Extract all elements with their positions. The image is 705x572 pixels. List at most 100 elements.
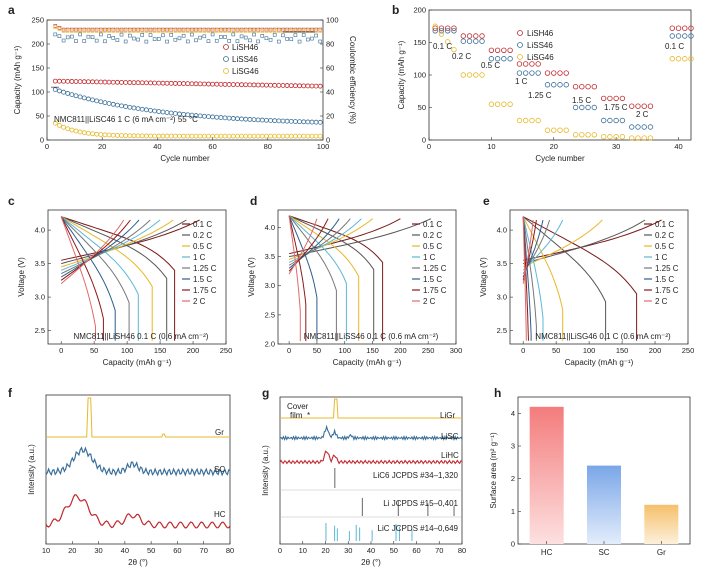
a-LiSG46-point xyxy=(284,133,290,139)
a-LiSH46-ce-point xyxy=(310,27,314,32)
a-LiSH46-point xyxy=(201,81,207,87)
c-discharge-curve xyxy=(60,216,116,341)
a-LiSS46-ce-point xyxy=(206,39,211,43)
panel-h: h 0 1 2 3 4 Surface area (m² g⁻¹) HC SC Gr xyxy=(489,386,691,557)
a-LiSH46-ce-point xyxy=(194,27,198,32)
a-LiSS46-ce-point xyxy=(181,33,186,38)
a-LiSG46-ce-point xyxy=(264,28,269,33)
a-LiSG46-point xyxy=(177,133,182,139)
e-legend-label: 0.1 C xyxy=(655,220,674,229)
g-series-label: LiSC xyxy=(441,432,459,441)
a-LiSG46-point xyxy=(239,133,244,139)
b-LiSG46-point xyxy=(551,127,557,133)
b-xtick-label: 30 xyxy=(612,142,620,151)
a-LiSG46-point xyxy=(264,133,269,139)
a-LiSH46-ce-point xyxy=(260,27,265,32)
a-LiSH46-point xyxy=(177,81,182,86)
d-legend-label: 2 C xyxy=(423,297,436,306)
b-LiSH46-point xyxy=(641,103,647,109)
b-LiSG46-point xyxy=(641,135,647,141)
b-LiSG46-point xyxy=(473,72,479,78)
a-LiSS46-ce-point xyxy=(70,34,74,39)
a-LiSS46-ce-point xyxy=(260,34,265,38)
a-LiSG46-ce-point xyxy=(86,28,91,33)
d-legend-label: 1 C xyxy=(423,253,436,262)
a-LiSS46-ce-point xyxy=(156,37,161,41)
g-xtick-label: 80 xyxy=(458,546,466,555)
c-xlabel: Capacity (mAh g⁻¹) xyxy=(103,358,172,367)
a-LiSG46-ce-point xyxy=(210,28,215,33)
a-LiSS46-ce-point xyxy=(235,39,240,43)
a-LiSG46-ce-point xyxy=(252,28,256,33)
a-LiSS46-ce-point xyxy=(119,32,124,37)
a-LiSS46-point xyxy=(135,106,141,111)
a-LiSG46-point xyxy=(77,129,83,135)
plot-frame xyxy=(47,209,227,345)
a-LiSS46-point xyxy=(152,108,158,114)
a-legend-label: LiSS46 xyxy=(232,55,258,64)
a-LiSH46-point xyxy=(218,81,224,87)
f-ylabel: Intensity (a.u.) xyxy=(27,444,36,495)
b-LiSH46-point xyxy=(688,25,694,31)
a-LiSS46-point xyxy=(243,116,249,122)
a-LiSS46-ce-point xyxy=(231,32,236,37)
b-LiSS46-point xyxy=(613,117,619,124)
c-charge-curve xyxy=(60,219,151,275)
b-LiSH46-point xyxy=(629,103,635,109)
a-LiSH46-point xyxy=(73,79,79,84)
a-LiSS46-ce-point xyxy=(103,39,107,44)
b-LiSG46-point xyxy=(629,135,635,141)
a-LiSH46-ce-point xyxy=(202,27,207,32)
b-ytick-label: 0 xyxy=(422,136,426,145)
a-LiSG46-ce-point xyxy=(277,28,281,33)
a-LiSH46-point xyxy=(172,81,178,86)
a-y2tick-label: 80 xyxy=(326,40,334,49)
a-LiSS46-ce-point xyxy=(190,32,194,37)
a-xtick-label: 20 xyxy=(98,142,106,151)
h-ytick-label: 4 xyxy=(511,409,515,418)
a-LiSH46-ce-point xyxy=(181,27,186,32)
a-LiSG46-ce-point xyxy=(156,28,161,33)
a-LiSH46-ce-point xyxy=(94,27,99,32)
b-LiSS46-point xyxy=(607,117,613,124)
a-LiSH46-ce-point xyxy=(268,27,273,32)
a-LiSG46-ce-point xyxy=(177,28,182,33)
f-xtick-label: 20 xyxy=(68,546,76,555)
e-ylabel: Voltage (V) xyxy=(479,257,488,297)
a-LiSS46-point xyxy=(156,109,162,114)
g-LiGr-curve xyxy=(280,398,462,419)
b-LiSS46-point xyxy=(479,38,485,44)
a-LiSS46-point xyxy=(226,115,232,121)
a-LiSH46-ce-point xyxy=(252,27,256,32)
a-LiSG46-ce-point xyxy=(70,28,74,33)
d-ytick-label: 4.0 xyxy=(265,223,275,232)
b-LiSS46-point xyxy=(600,117,607,124)
c-xtick-label: 50 xyxy=(90,346,98,355)
d-charge-curve xyxy=(288,218,373,260)
c-discharge-curve xyxy=(60,216,96,341)
a-LiSG46-ce-point xyxy=(65,28,70,33)
b-ylabel: Capacity (mAh g⁻¹) xyxy=(397,40,406,109)
b-xtick-label: 40 xyxy=(674,142,682,151)
d-ylabel: Voltage (V) xyxy=(247,257,256,297)
a-LiSH46-point xyxy=(94,79,100,85)
b-LiSG46-point xyxy=(647,135,654,141)
a-LiSS46-point xyxy=(127,104,133,110)
b-LiSG46-point xyxy=(557,127,563,133)
a-LiSS46-point xyxy=(81,95,87,101)
b-LiSH46-point xyxy=(635,103,641,109)
d-discharge-curve xyxy=(288,215,301,342)
f-xtick-label: 40 xyxy=(121,546,129,555)
a-y2tick-label: 20 xyxy=(326,112,334,121)
a-LiSG46-ce-point xyxy=(198,28,202,33)
a-LiSH46-ce-point xyxy=(128,27,132,32)
g-xtick-label: 70 xyxy=(435,546,443,555)
b-LiSH46-point xyxy=(613,95,619,102)
a-LiSH46-point xyxy=(123,80,129,85)
a-LiSG46-ce-point xyxy=(61,28,66,33)
c-charge-curve xyxy=(60,219,131,281)
b-LiSH46-point xyxy=(535,61,541,67)
e-xtick-label: 100 xyxy=(583,346,596,355)
a-LiSS46-point xyxy=(94,98,100,104)
a-ytick-label: 200 xyxy=(31,40,44,49)
